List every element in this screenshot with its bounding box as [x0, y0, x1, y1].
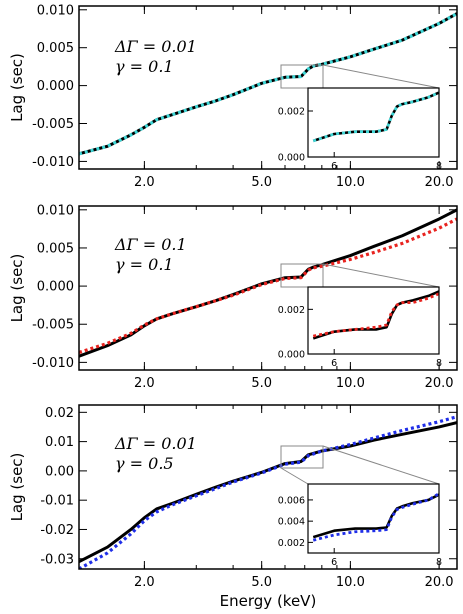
y-axis-title: Lag (sec): [8, 53, 26, 122]
x-tick-label: 5.0: [251, 175, 272, 190]
x-tick-label: 2.0: [134, 175, 155, 190]
inset-y-tick-label: 0.002: [278, 305, 305, 316]
inset-frame: [307, 87, 440, 158]
inset-3: 6 8 0.002 0.004 0.006: [278, 483, 442, 568]
annotation-gamma: γ = 0.5: [115, 454, 174, 473]
panel-2: 2.0 5.0 10.0 20.0 -0.010 -0.005 0.000 0.005 0.01…: [8, 203, 458, 391]
annotation-delta-gamma: ΔΓ = 0.01: [114, 37, 197, 56]
y-tick-label: 0.02: [45, 406, 74, 421]
x-tick-label: 20.0: [425, 175, 454, 190]
panel-3: 2.0 5.0 10.0 20.0 -0.03 -0.02 -0.01 0.00 0.01 0.0…: [8, 404, 458, 610]
panel-3-line-dotted: [79, 415, 457, 569]
y-tick-label: 0.005: [37, 241, 74, 256]
y-tick-label: 0.000: [37, 79, 74, 94]
y-axis-title: Lag (sec): [8, 254, 26, 323]
panel-2-line-dotted: [79, 217, 457, 354]
panel-1: 2.0 5.0 10.0 20.0 -0.010 -0.005 0.000 0.005 0.01…: [8, 3, 458, 190]
panel-3-line-solid: [79, 421, 457, 564]
inset-x-tick-label: 6: [331, 557, 337, 568]
y-tick-label: -0.02: [40, 523, 74, 538]
panel-2-frame: [78, 205, 458, 371]
inset-x-tick-label: 6: [331, 161, 337, 172]
inset-y-tick-label: 0.000: [278, 350, 305, 361]
y-tick-label: -0.01: [40, 494, 74, 509]
inset-frame: [307, 286, 440, 355]
zoom-connector: [322, 263, 440, 288]
inset-y-tick-label: 0.000: [278, 153, 305, 164]
panel-1-frame: [78, 5, 458, 170]
y-tick-label: -0.010: [32, 356, 74, 371]
inset-y-tick-label: 0.006: [278, 495, 305, 506]
inset-background: [308, 287, 439, 354]
y-tick-label: 0.00: [45, 464, 74, 479]
panel-1-line-dotted: [79, 12, 457, 156]
y-tick-label: -0.005: [32, 318, 74, 333]
inset-3-line-solid: [312, 493, 439, 539]
panel-3-series: [79, 415, 457, 569]
zoom-connector: [280, 467, 309, 485]
y-axis-title: Lag (sec): [8, 453, 26, 522]
panel-2-series: [79, 208, 457, 358]
inset-1: 6 8 0.000 0.002: [278, 87, 442, 172]
y-tick-label: 0.000: [37, 280, 74, 295]
x-tick-label: 5.0: [251, 575, 272, 590]
x-tick-label: 20.0: [425, 575, 454, 590]
x-tick-label: 20.0: [425, 376, 454, 391]
zoom-connector: [322, 445, 440, 485]
x-tick-label: 2.0: [134, 575, 155, 590]
inset-background: [308, 484, 439, 553]
inset-background: [308, 88, 439, 157]
x-tick-label: 5.0: [251, 376, 272, 391]
inset-x-tick-label: 8: [436, 358, 442, 369]
inset-x-tick-label: 8: [436, 161, 442, 172]
annotation-delta-gamma: ΔΓ = 0.1: [114, 235, 187, 254]
inset-x-tick-label: 8: [436, 557, 442, 568]
zoom-box: [280, 445, 324, 469]
annotation-gamma: γ = 0.1: [115, 57, 174, 76]
inset-3-series: [312, 492, 439, 542]
x-tick-label: 10.0: [336, 175, 365, 190]
annotation-delta-gamma: ΔΓ = 0.01: [114, 434, 197, 453]
y-tick-label: -0.010: [32, 155, 74, 170]
panel-1-series: [79, 12, 457, 156]
y-tick-label: 0.005: [37, 41, 74, 56]
y-tick-label: 0.01: [45, 435, 74, 450]
inset-x-tick-label: 6: [331, 358, 337, 369]
y-tick-label: -0.005: [32, 117, 74, 132]
inset-frame: [307, 483, 440, 554]
x-axis-title: Energy (keV): [220, 592, 317, 610]
y-tick-label: 0.010: [37, 203, 74, 218]
panel-3-frame: [78, 404, 458, 570]
inset-1-line-dotted: [312, 91, 439, 143]
y-tick-label: 0.010: [37, 3, 74, 18]
inset-1-series: [312, 91, 439, 143]
annotation-gamma: γ = 0.1: [115, 255, 174, 274]
inset-y-tick-label: 0.004: [278, 517, 305, 528]
inset-2-series: [312, 290, 439, 340]
inset-y-tick-label: 0.002: [278, 538, 305, 549]
inset-2: 6 8 0.000 0.002: [278, 286, 442, 369]
inset-y-tick-label: 0.002: [278, 107, 305, 118]
zoom-connector: [322, 64, 440, 89]
y-tick-label: -0.03: [40, 552, 74, 567]
x-tick-label: 2.0: [134, 376, 155, 391]
x-tick-label: 10.0: [336, 376, 365, 391]
x-tick-label: 10.0: [336, 575, 365, 590]
